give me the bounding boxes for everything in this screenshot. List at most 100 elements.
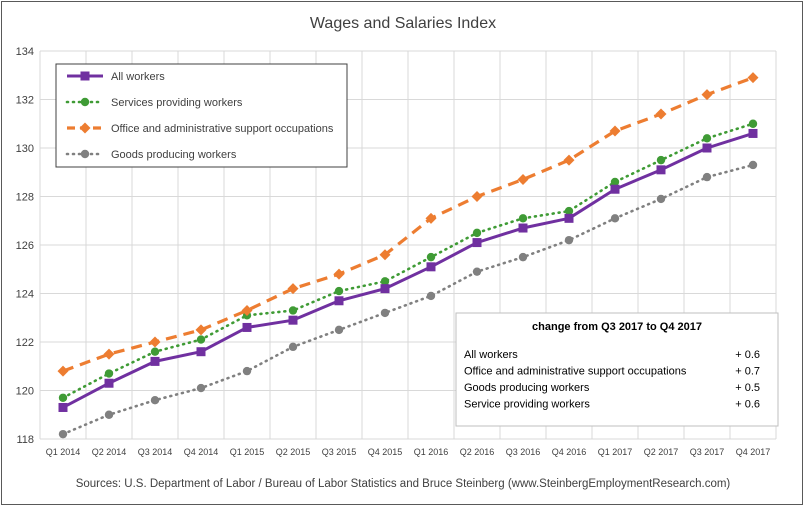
data-point bbox=[242, 366, 252, 376]
data-point bbox=[58, 393, 68, 402]
data-point bbox=[472, 228, 482, 238]
x-tick-label: Q3 2015 bbox=[322, 447, 357, 457]
y-tick-label: 134 bbox=[16, 46, 34, 58]
x-tick-label: Q3 2017 bbox=[690, 447, 725, 457]
data-point bbox=[518, 214, 528, 223]
data-point bbox=[380, 284, 390, 294]
y-tick-label: 120 bbox=[16, 386, 34, 398]
data-point bbox=[610, 214, 620, 223]
data-point bbox=[196, 383, 206, 393]
change-row-value: + 0.6 bbox=[735, 399, 760, 411]
legend-label: Services providing workers bbox=[111, 97, 243, 109]
change-row-value: + 0.6 bbox=[735, 349, 760, 361]
change-row-label: Office and administrative support occupa… bbox=[464, 366, 687, 378]
data-point bbox=[241, 304, 253, 316]
data-point bbox=[748, 160, 758, 170]
data-point bbox=[287, 283, 299, 295]
data-point bbox=[426, 291, 436, 301]
x-tick-label: Q2 2016 bbox=[460, 447, 495, 457]
data-point bbox=[517, 174, 529, 186]
data-point bbox=[288, 342, 298, 352]
legend-items: All workers Services providing workers Off… bbox=[65, 71, 334, 161]
change-row-label: All workers bbox=[464, 349, 518, 361]
data-point bbox=[747, 72, 759, 84]
legend: All workers Services providing workers Off… bbox=[55, 63, 348, 168]
data-point bbox=[471, 191, 483, 202]
series-line bbox=[62, 76, 754, 373]
data-point bbox=[57, 365, 69, 377]
data-point bbox=[196, 347, 206, 357]
change-box-title: change from Q3 2017 to Q4 2017 bbox=[532, 321, 702, 333]
data-point bbox=[426, 252, 436, 262]
x-axis-ticks: Q1 2014 Q2 2014 Q3 2014 Q4 2014 Q1 2015 Q2 20… bbox=[46, 447, 771, 457]
data-point bbox=[288, 315, 298, 325]
data-point bbox=[196, 335, 206, 344]
data-point bbox=[58, 429, 68, 439]
data-point bbox=[702, 143, 712, 153]
data-point bbox=[149, 336, 161, 348]
legend-label: Goods producing workers bbox=[111, 149, 237, 161]
change-row-value: + 0.5 bbox=[735, 382, 760, 394]
change-row-label: Service providing workers bbox=[464, 399, 590, 411]
data-point bbox=[288, 306, 298, 315]
data-point bbox=[104, 369, 114, 378]
data-point bbox=[334, 296, 344, 306]
data-point bbox=[150, 347, 160, 356]
legend-box bbox=[55, 63, 348, 168]
x-tick-label: Q1 2017 bbox=[598, 447, 633, 457]
y-tick-label: 124 bbox=[16, 289, 34, 301]
data-point bbox=[104, 378, 114, 388]
series-office-and-administrative-support-occupations bbox=[57, 72, 759, 377]
series-all-workers bbox=[58, 128, 758, 412]
legend-label: All workers bbox=[111, 71, 165, 83]
series-line bbox=[62, 132, 754, 409]
data-point bbox=[333, 268, 345, 280]
y-tick-label: 118 bbox=[16, 434, 34, 446]
x-tick-label: Q4 2014 bbox=[184, 447, 219, 457]
data-point bbox=[379, 249, 391, 261]
legend-label: Office and administrative support occupa… bbox=[111, 123, 334, 135]
x-tick-label: Q1 2014 bbox=[46, 447, 81, 457]
data-point bbox=[518, 223, 528, 233]
data-point bbox=[748, 119, 758, 128]
x-tick-label: Q2 2015 bbox=[276, 447, 311, 457]
series-services-providing-workers bbox=[58, 119, 758, 402]
x-tick-label: Q2 2014 bbox=[92, 447, 127, 457]
y-tick-label: 128 bbox=[16, 192, 34, 204]
data-point bbox=[242, 322, 252, 332]
data-point bbox=[426, 262, 436, 272]
chart-title: Wages and Salaries Index bbox=[310, 15, 496, 32]
source-note: Sources: U.S. Department of Labor / Bure… bbox=[76, 478, 731, 490]
data-point bbox=[380, 277, 390, 286]
data-point bbox=[472, 267, 482, 276]
data-point bbox=[80, 71, 90, 81]
y-tick-label: 122 bbox=[16, 337, 34, 349]
y-tick-label: 126 bbox=[16, 240, 34, 252]
change-row-value: + 0.7 bbox=[735, 366, 760, 378]
y-tick-label: 132 bbox=[16, 95, 34, 107]
data-point bbox=[380, 308, 390, 318]
data-point bbox=[518, 252, 528, 262]
x-tick-label: Q3 2014 bbox=[138, 447, 173, 457]
data-point bbox=[425, 212, 437, 224]
x-tick-label: Q4 2017 bbox=[736, 447, 771, 457]
data-point bbox=[150, 356, 160, 366]
series-goods-producing-workers bbox=[58, 160, 758, 439]
data-point bbox=[702, 134, 712, 143]
data-point bbox=[656, 155, 666, 165]
data-point bbox=[472, 238, 482, 248]
change-box: change from Q3 2017 to Q4 2017 All worke… bbox=[455, 312, 779, 427]
data-point bbox=[701, 89, 713, 101]
x-tick-label: Q4 2015 bbox=[368, 447, 403, 457]
data-point bbox=[80, 97, 90, 107]
data-point bbox=[195, 324, 207, 336]
data-point bbox=[564, 213, 574, 223]
change-box-frame bbox=[455, 312, 779, 427]
data-point bbox=[656, 165, 666, 175]
series-line bbox=[61, 163, 755, 436]
series-layer bbox=[57, 72, 759, 439]
data-point bbox=[564, 206, 574, 216]
x-tick-label: Q3 2016 bbox=[506, 447, 541, 457]
series-line bbox=[61, 122, 755, 400]
